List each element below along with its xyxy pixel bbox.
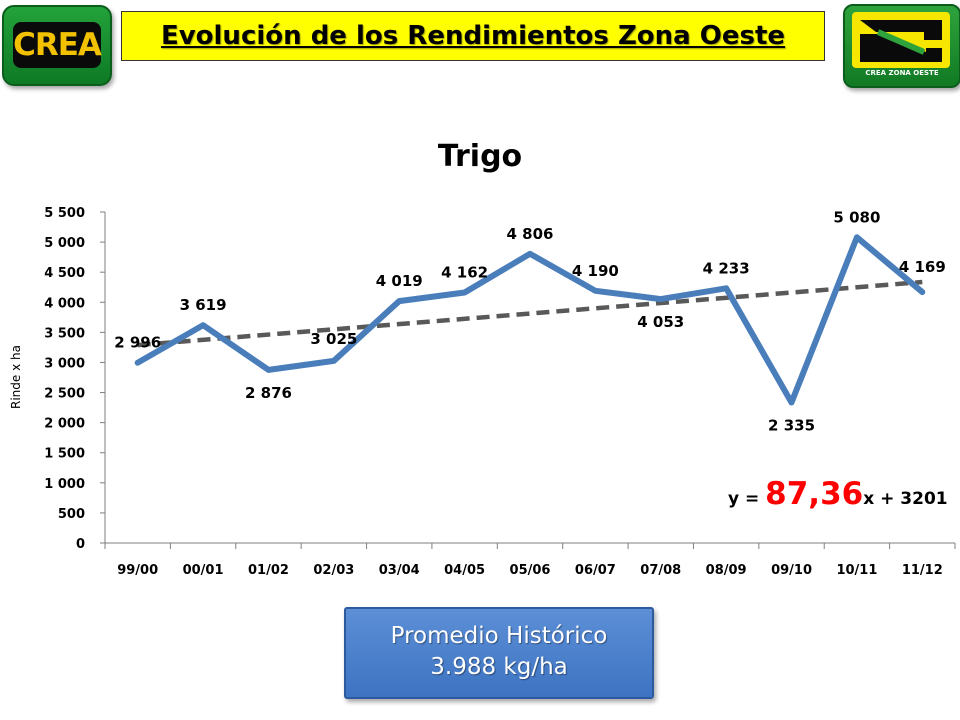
series-group: [134, 234, 926, 406]
data-label: 4 162: [441, 264, 488, 282]
y-axis-label: Rinde x ha: [9, 345, 23, 409]
crea-logo-text: CREA: [13, 22, 102, 68]
zona-oeste-logo-icon: [860, 20, 942, 62]
data-label: 5 080: [833, 208, 880, 226]
y-tick-label: 2 500: [44, 387, 85, 402]
historic-average-value: 3.988 kg/ha: [430, 654, 568, 680]
series-line: [134, 234, 926, 406]
y-tick-label: 1 000: [44, 477, 85, 492]
y-tick-label: 0: [76, 537, 85, 552]
historic-average-box: Promedio Histórico 3.988 kg/ha: [344, 607, 654, 699]
y-axis-ticks: 0 500 1 000 1 500 2 000 2 500 3 000 3 500 4 000 4…: [44, 206, 105, 552]
y-tick-label: 4 000: [44, 296, 85, 311]
trendline: [137, 279, 923, 348]
data-label: 2 335: [768, 416, 815, 434]
y-tick-label: 5 500: [44, 206, 85, 221]
trendline-group: [137, 279, 923, 348]
data-label: 4 233: [703, 259, 750, 277]
historic-average-label: Promedio Histórico: [390, 623, 608, 649]
x-axis-ticks: 99/00 00/01 01/02 02/03 03/04 04/05 05/06 06/07…: [104, 543, 956, 578]
y-tick-label: 500: [58, 507, 85, 522]
trend-equation: y = 87,36x + 3201: [728, 476, 958, 512]
x-tick-label: 08/09: [706, 563, 747, 578]
zona-oeste-logo-caption: CREA ZONA OESTE: [865, 69, 939, 77]
data-label: 3 619: [180, 296, 227, 314]
trend-equation-slope: 87,36: [765, 476, 864, 512]
data-label: 4 169: [899, 258, 946, 276]
chart-title: Trigo: [438, 139, 522, 174]
page-title: Evolución de los Rendimientos Zona Oeste: [160, 21, 786, 51]
y-tick-label: 3 500: [44, 326, 85, 341]
x-tick-label: 07/08: [640, 563, 681, 578]
x-tick-label: 05/06: [510, 563, 551, 578]
data-label: 4 019: [376, 272, 423, 290]
trend-equation-prefix: y =: [728, 489, 766, 509]
data-label: 2 876: [245, 384, 292, 402]
data-label: 4 053: [637, 313, 684, 331]
chart-axes: [104, 212, 955, 544]
y-tick-label: 5 000: [44, 236, 85, 251]
y-tick-label: 2 000: [44, 417, 85, 432]
trend-equation-suffix: x + 3201: [863, 489, 948, 509]
x-tick-label: 02/03: [313, 563, 354, 578]
x-tick-label: 10/11: [836, 563, 877, 578]
x-tick-label: 09/10: [771, 563, 812, 578]
y-tick-label: 1 500: [44, 447, 85, 462]
x-tick-label: 04/05: [444, 563, 485, 578]
x-tick-label: 03/04: [379, 563, 420, 578]
x-tick-label: 01/02: [248, 563, 289, 578]
y-tick-label: 4 500: [44, 266, 85, 281]
page-title-box: Evolución de los Rendimientos Zona Oeste: [121, 11, 825, 61]
data-label: 4 190: [572, 262, 619, 280]
zona-oeste-logo-mark: [852, 12, 950, 68]
y-tick-label: 3 000: [44, 356, 85, 371]
crea-zona-oeste-logo: CREA ZONA OESTE: [843, 4, 960, 88]
crea-logo-left: CREA: [2, 5, 112, 86]
x-tick-label: 99/00: [117, 563, 158, 578]
x-tick-label: 11/12: [902, 563, 943, 578]
data-label: 3 025: [310, 330, 357, 348]
data-label: 2 996: [114, 334, 161, 352]
x-tick-label: 06/07: [575, 563, 616, 578]
x-tick-label: 00/01: [183, 563, 224, 578]
data-label: 4 806: [507, 225, 554, 243]
data-labels-group: 2 996 3 619 2 876 3 025 4 019 4 162 4 806 4 190…: [114, 208, 946, 434]
